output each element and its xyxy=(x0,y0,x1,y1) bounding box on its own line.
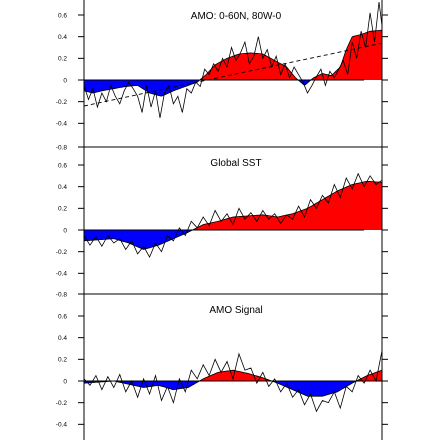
y-tick-label: -0.2 xyxy=(56,249,68,256)
negative-area xyxy=(84,230,382,250)
y-tick-label: 0.6 xyxy=(58,12,67,19)
negative-area xyxy=(84,80,382,97)
y-tick-label: -0.8 xyxy=(56,144,68,151)
y-tick-label: -0.4 xyxy=(56,271,68,278)
positive-area xyxy=(84,370,382,381)
y-tick-label: -0.2 xyxy=(56,99,68,106)
y-tick-label: -0.4 xyxy=(56,422,68,429)
y-tick-label: 0.4 xyxy=(58,184,67,191)
negative-area xyxy=(84,381,382,397)
y-tick-label: 0 xyxy=(63,77,67,84)
y-tick-label: 0.4 xyxy=(58,34,67,41)
panel-title: AMO: 0-60N, 80W-0 xyxy=(191,11,282,22)
panel-title: AMO Signal xyxy=(209,305,262,316)
positive-area xyxy=(84,30,382,81)
annual-series-line xyxy=(84,172,382,258)
y-tick-label: 0 xyxy=(63,227,67,234)
y-tick-label: 0.2 xyxy=(58,56,67,63)
y-tick-label: -0.8 xyxy=(56,291,68,298)
y-tick-label: 0.2 xyxy=(58,206,67,213)
annual-series-line xyxy=(84,350,382,413)
trend-line xyxy=(83,42,383,107)
panel-1: 0.6 0.4 0.2 0 -0.2 -0.4 -0.8 AMO: 0-60N, 80W-0 xyxy=(56,0,388,151)
positive-area xyxy=(84,181,382,230)
y-tick-label: 0.6 xyxy=(58,313,67,320)
y-tick-label: 0.4 xyxy=(58,335,67,342)
y-tick-label: 0 xyxy=(63,378,67,385)
panel-2: 0.6 0.4 0.2 0 -0.2 -0.4 -0.8 Global SST xyxy=(56,147,388,298)
panel-3: 0.6 0.4 0.2 0 -0.2 -0.4 AMO Signal xyxy=(56,294,388,440)
y-tick-label: 0.2 xyxy=(58,357,67,364)
y-tick-label: -0.4 xyxy=(56,121,68,128)
y-tick-label: -0.2 xyxy=(56,400,68,407)
panel-title: Global SST xyxy=(210,158,261,169)
annual-series-line xyxy=(84,1,382,118)
y-tick-label: 0.6 xyxy=(58,162,67,169)
